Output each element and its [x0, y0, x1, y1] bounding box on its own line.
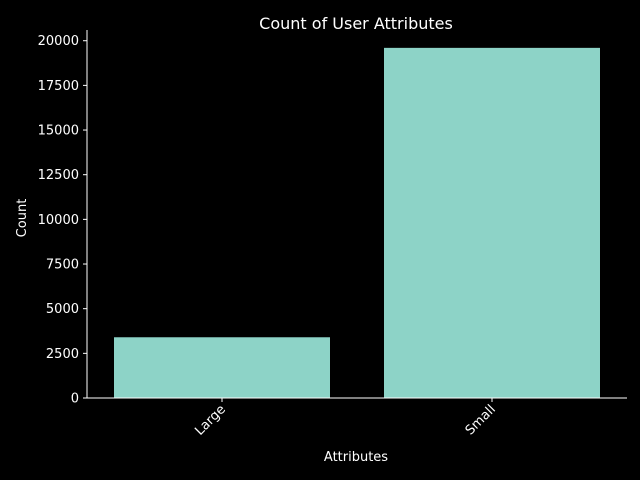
bars-layer — [114, 47, 600, 399]
y-tick-label: 12500 — [38, 168, 79, 183]
chart-title: Count of User Attributes — [259, 14, 453, 33]
y-axis-label: Count — [15, 199, 30, 238]
y-tick-label: 0 — [71, 392, 79, 407]
y-ticks: 0 2500 5000 7500 10000 12500 15000 17500 20000 — [38, 34, 87, 407]
axes-layer — [86, 30, 627, 399]
y-tick-label: 17500 — [38, 79, 79, 94]
y-tick-label: 20000 — [38, 34, 79, 49]
bar-large — [114, 337, 330, 398]
bar-small — [384, 47, 600, 399]
y-tick-label: 10000 — [38, 213, 79, 228]
y-tick-label: 5000 — [46, 302, 79, 317]
y-tick-label: 7500 — [46, 258, 79, 273]
y-tick-label: 2500 — [46, 347, 79, 362]
x-axis-label: Attributes — [324, 450, 388, 465]
y-tick-label: 15000 — [38, 124, 79, 139]
